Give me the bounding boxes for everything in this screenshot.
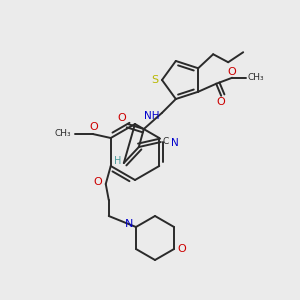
Text: CH₃: CH₃ bbox=[248, 73, 265, 82]
Text: N: N bbox=[171, 138, 179, 148]
Text: O: O bbox=[89, 122, 98, 132]
Text: H: H bbox=[114, 156, 122, 166]
Text: O: O bbox=[117, 113, 126, 123]
Text: NH: NH bbox=[144, 111, 160, 121]
Text: O: O bbox=[93, 177, 102, 187]
Text: C: C bbox=[163, 136, 169, 146]
Text: O: O bbox=[178, 244, 186, 254]
Text: CH₃: CH₃ bbox=[54, 130, 71, 139]
Text: N: N bbox=[125, 219, 133, 229]
Text: O: O bbox=[228, 67, 237, 77]
Text: O: O bbox=[217, 97, 226, 107]
Text: S: S bbox=[152, 75, 159, 85]
